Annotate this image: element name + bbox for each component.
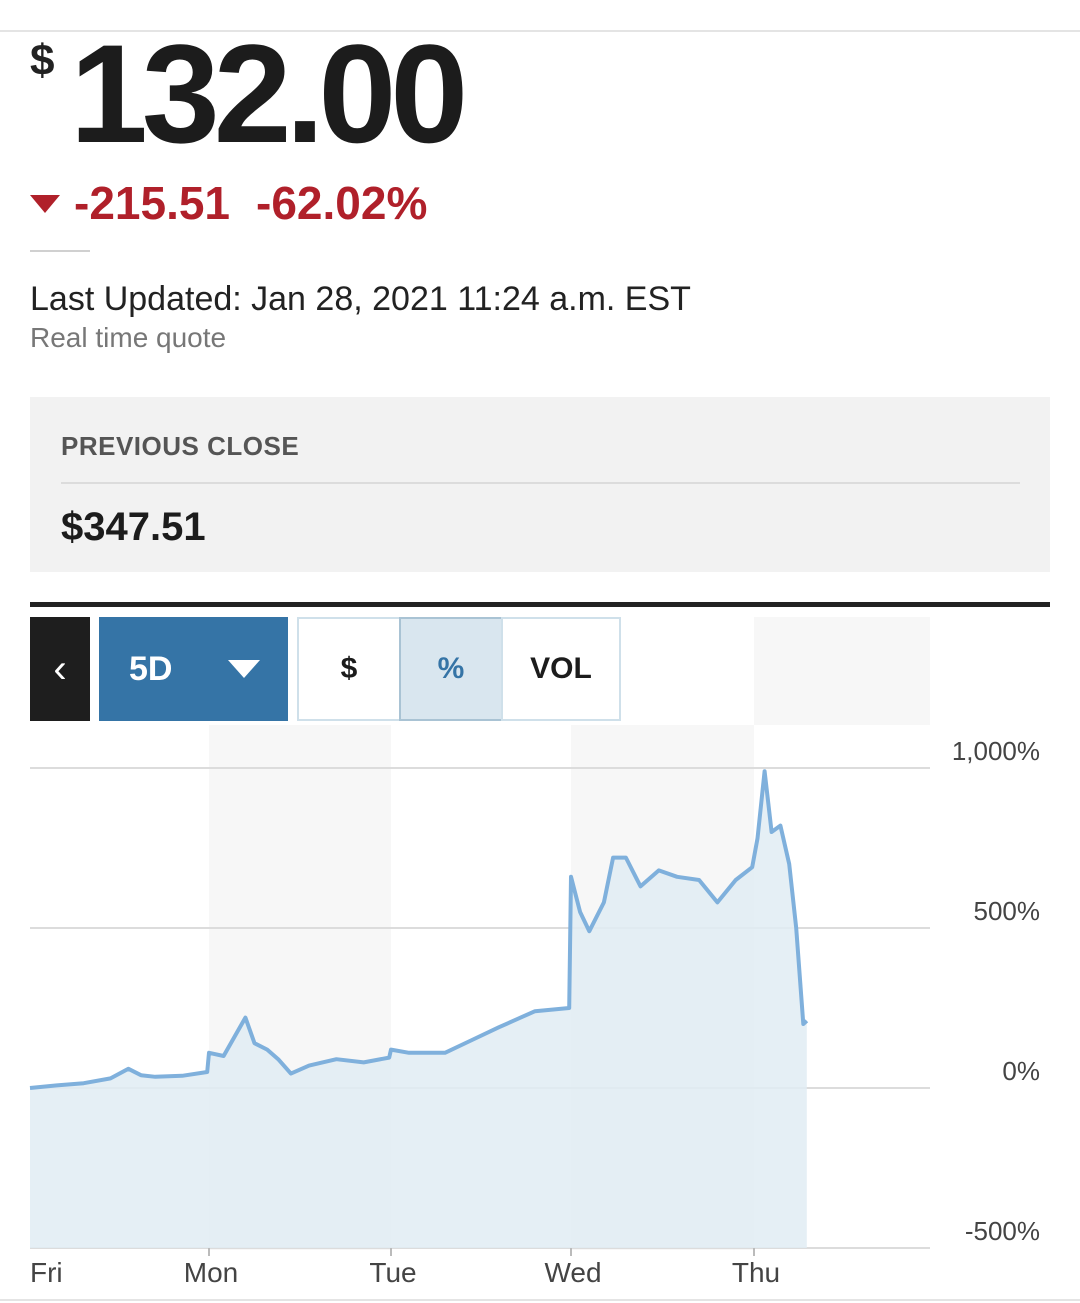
x-tick-label: Wed <box>544 1257 601 1288</box>
previous-close-label: PREVIOUS CLOSE <box>61 431 300 461</box>
mode-percent-button[interactable]: % <box>399 617 503 721</box>
top-divider <box>0 30 1080 32</box>
mode-volume-button[interactable]: VOL <box>501 617 621 721</box>
last-updated: Last Updated: Jan 28, 2021 11:24 a.m. ES… <box>30 280 691 318</box>
y-tick-label: 500% <box>974 896 1041 926</box>
price-change: -215.51 -62.02% <box>30 176 427 230</box>
short-divider <box>30 250 90 252</box>
previous-close-value: $347.51 <box>61 505 206 549</box>
down-arrow-icon <box>30 195 60 213</box>
range-dropdown[interactable]: 5D <box>99 617 288 721</box>
chart-top-rule <box>30 602 1050 607</box>
x-tick-label: Tue <box>369 1257 416 1288</box>
y-tick-label: -500% <box>965 1216 1040 1246</box>
chart-back-button[interactable]: ‹ <box>30 617 90 721</box>
currency-symbol: $ <box>30 36 55 85</box>
change-percent: -62.02% <box>256 177 428 229</box>
x-tick-label: Mon <box>184 1257 238 1288</box>
chevron-down-icon <box>228 660 260 678</box>
mode-dollar-button[interactable]: $ <box>297 617 401 721</box>
x-tick-label: Thu <box>732 1257 780 1288</box>
y-tick-label: 1,000% <box>952 736 1040 766</box>
series-line <box>29 769 809 1090</box>
day-band <box>754 617 930 725</box>
current-price: 132.00 <box>70 15 468 172</box>
series-area <box>30 771 807 1248</box>
y-tick-label: 0% <box>1002 1056 1040 1086</box>
previous-close-panel: PREVIOUS CLOSE $347.51 <box>30 397 1050 572</box>
quote-type: Real time quote <box>30 322 227 353</box>
previous-close-divider <box>61 482 1020 484</box>
bottom-divider <box>0 1299 1080 1301</box>
x-tick-label: Fri <box>30 1257 63 1288</box>
chevron-left-icon: ‹ <box>53 646 67 691</box>
range-label: 5D <box>129 649 173 688</box>
change-amount: -215.51 <box>74 177 231 229</box>
